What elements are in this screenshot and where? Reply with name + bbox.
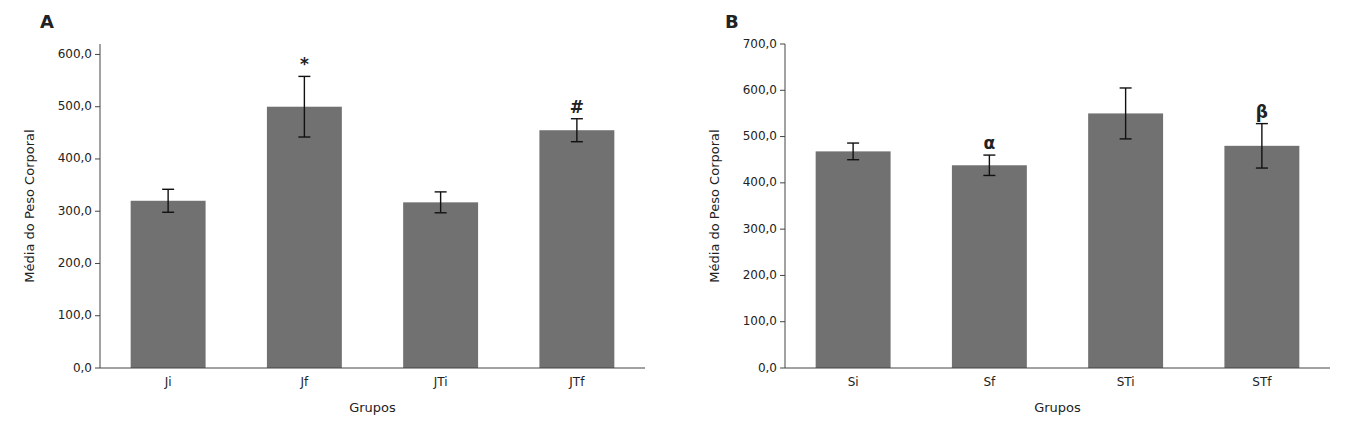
y-tick-label: 0,0 [73, 361, 92, 375]
y-tick-label: 700,0 [743, 37, 777, 51]
bar [267, 107, 342, 368]
error-cap [1120, 138, 1132, 139]
y-tick [95, 211, 100, 212]
y-tick-label: 300,0 [743, 222, 777, 236]
y-tick-label: 200,0 [58, 256, 92, 270]
error-bar [1256, 124, 1268, 168]
error-bar [983, 155, 995, 175]
marks [131, 76, 615, 368]
marks [816, 88, 1300, 368]
y-tick [780, 136, 785, 137]
annotation: α [984, 133, 996, 153]
y-tick-label: 400,0 [743, 175, 777, 189]
y-tick [95, 54, 100, 55]
y-tick [780, 229, 785, 230]
y-tick-label: 300,0 [58, 204, 92, 218]
error-line [167, 189, 168, 212]
y-tick [95, 263, 100, 264]
panel-label: B [725, 11, 739, 32]
y-tick-label: 400,0 [58, 151, 92, 165]
panel: 0,0 100,0 200,0 300,0 400,0 500,0 600,0 Ji Jf JTi… [22, 11, 645, 415]
error-line [576, 119, 577, 142]
x-tick-label: STf [1252, 375, 1272, 389]
x-tick-label: JTi [433, 375, 448, 389]
bar [539, 130, 614, 368]
error-line [989, 155, 990, 175]
y-tick-label: 100,0 [58, 308, 92, 322]
x-axis-label: Grupos [1034, 400, 1081, 415]
error-cap [1256, 123, 1268, 124]
y-tick [95, 315, 100, 316]
error-line [1261, 124, 1262, 168]
figure: 0,0 100,0 200,0 300,0 400,0 500,0 600,0 Ji Jf JTi… [0, 0, 1370, 438]
error-bar [847, 143, 859, 160]
error-cap [1256, 167, 1268, 168]
error-cap [298, 136, 310, 137]
error-cap [298, 76, 310, 77]
y-tick [95, 158, 100, 159]
y-tick [780, 44, 785, 45]
error-cap [983, 154, 995, 155]
x-tick-label: Si [848, 375, 859, 389]
error-cap [162, 189, 174, 190]
y-tick-label: 600,0 [58, 47, 92, 61]
y-tick [95, 368, 100, 369]
bar [403, 202, 478, 368]
panel-label: A [40, 11, 54, 32]
error-cap [162, 212, 174, 213]
y-tick-label: 600,0 [743, 83, 777, 97]
error-line [304, 76, 305, 137]
y-tick-label: 500,0 [743, 129, 777, 143]
y-tick [780, 368, 785, 369]
y-tick [780, 321, 785, 322]
y-tick-label: 100,0 [743, 314, 777, 328]
y-axis [100, 44, 101, 368]
x-tick-label: JTf [568, 375, 585, 389]
y-axis-label: Média do Peso Corporal [707, 129, 722, 282]
annotation: β [1256, 102, 1268, 122]
error-line [440, 192, 441, 213]
bar [952, 165, 1027, 368]
error-bar [162, 189, 174, 212]
x-axis [785, 368, 1330, 369]
x-tick-label: Jf [299, 375, 309, 389]
error-cap [1120, 87, 1132, 88]
y-axis-label: Média do Peso Corporal [22, 129, 37, 282]
error-line [852, 143, 853, 160]
annotation: # [570, 97, 584, 117]
error-cap [435, 191, 447, 192]
annotation: * [300, 54, 309, 74]
bar [131, 201, 206, 368]
y-tick-label: 0,0 [758, 361, 777, 375]
error-bar [571, 119, 583, 142]
error-cap [847, 142, 859, 143]
x-axis [100, 368, 645, 369]
error-line [1125, 88, 1126, 139]
error-bar [298, 76, 310, 137]
error-cap [571, 141, 583, 142]
y-tick [780, 90, 785, 91]
x-axis-label: Grupos [349, 400, 396, 415]
y-tick [95, 106, 100, 107]
y-tick [780, 182, 785, 183]
y-tick-label: 500,0 [58, 99, 92, 113]
y-tick [780, 275, 785, 276]
error-bar [435, 192, 447, 213]
x-tick-label: Ji [164, 375, 172, 389]
bar [816, 151, 891, 368]
y-axis [785, 44, 786, 368]
error-bar [1120, 88, 1132, 139]
x-tick-label: Sf [983, 375, 996, 389]
error-cap [847, 159, 859, 160]
bar [1088, 113, 1163, 368]
panel: 0,0 100,0 200,0 300,0 400,0 500,0 600,0 700,0 Si… [707, 11, 1330, 415]
y-tick-label: 200,0 [743, 268, 777, 282]
error-cap [435, 212, 447, 213]
error-cap [983, 175, 995, 176]
bar [1224, 146, 1299, 368]
x-tick-label: STi [1117, 375, 1135, 389]
error-cap [571, 118, 583, 119]
